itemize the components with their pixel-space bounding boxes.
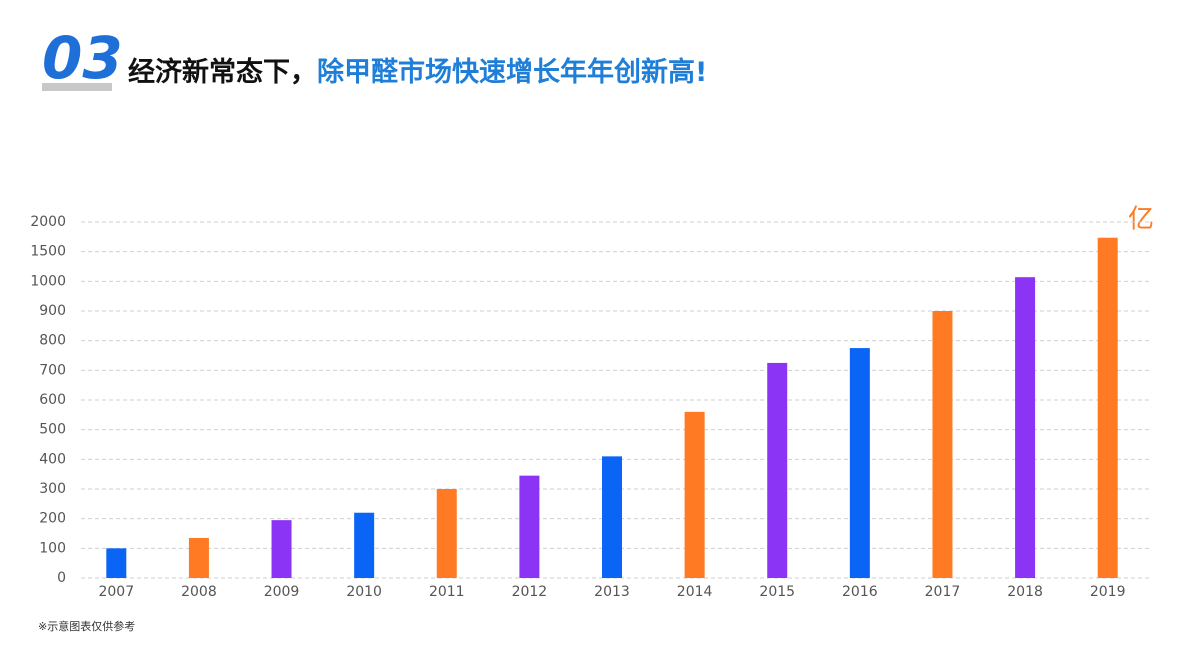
- bar: [767, 362, 788, 578]
- bar: [932, 311, 953, 578]
- badge-shadow: [42, 83, 112, 91]
- heading-lead: 经济新常态下，: [128, 56, 317, 88]
- bar: [602, 456, 622, 578]
- y-tick-label: 300: [39, 481, 66, 497]
- y-tick-label: 700: [39, 362, 66, 378]
- bar: [271, 520, 292, 578]
- y-tick-label: 800: [39, 333, 66, 349]
- bar: [684, 411, 705, 578]
- heading: 经济新常态下，除甲醛市场快速增长年年创新高!: [128, 56, 707, 88]
- y-tick-label: 200: [39, 511, 66, 527]
- x-tick-label: 2013: [594, 584, 630, 600]
- bar: [106, 548, 127, 578]
- x-tick-label: 2016: [842, 584, 878, 600]
- y-tick-label: 500: [39, 422, 66, 438]
- unit: 亿: [1128, 205, 1154, 235]
- bar: [354, 512, 375, 578]
- x-tick-label: 2007: [98, 584, 134, 600]
- bar: [188, 537, 209, 578]
- footnote: ※示意图表仅供参考: [38, 619, 135, 633]
- x-tick-label: 2009: [264, 584, 300, 600]
- x-tick-label: 2011: [429, 584, 465, 600]
- x-tick-label: 2014: [677, 584, 713, 600]
- x-tick-label: 2018: [1007, 584, 1043, 600]
- y-tick-label: 100: [39, 540, 66, 556]
- heading-highlight: 除甲醛市场快速增长年年创新高!: [317, 56, 707, 88]
- y-tick-label: 400: [39, 451, 66, 467]
- bar: [1015, 277, 1036, 578]
- bar: [1097, 237, 1118, 578]
- x-tick-label: 2012: [512, 584, 548, 600]
- x-tick-label: 2010: [346, 584, 382, 600]
- bar: [849, 348, 870, 578]
- x-tick-label: 2017: [925, 584, 961, 600]
- y-tick-label: 1500: [30, 244, 66, 260]
- x-tick-label: 2008: [181, 584, 217, 600]
- y-tick-label: 600: [39, 392, 66, 408]
- x-tick-label: 2019: [1090, 584, 1126, 600]
- bar: [519, 475, 540, 578]
- y-tick-label: 1000: [30, 273, 66, 289]
- x-tick-label: 2015: [759, 584, 795, 600]
- badge: 03: [42, 24, 123, 92]
- y-tick-label: 2000: [30, 214, 66, 230]
- bar: [436, 489, 457, 578]
- y-tick-label: 0: [57, 570, 66, 586]
- y-tick-label: 900: [39, 303, 66, 319]
